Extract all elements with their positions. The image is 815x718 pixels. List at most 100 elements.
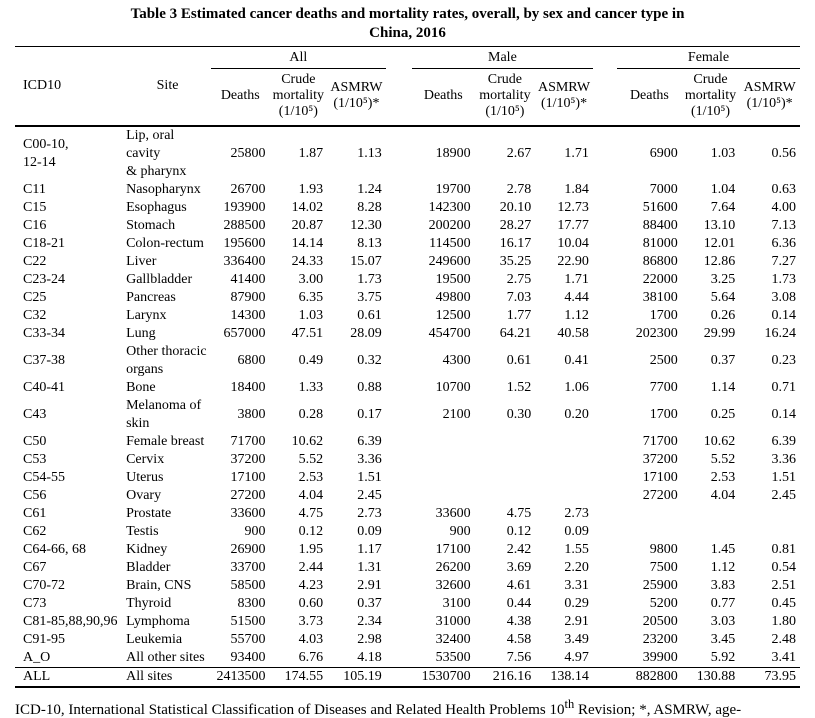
group-spacer [593,631,617,649]
cell-female-crude-mortality [682,523,740,541]
cell-female-crude-mortality: 5.64 [710,290,736,305]
table-row: C18-21 Colon-rectum 195600 14.14 8.13 114500 1… [15,235,800,253]
cell-male-asmrw: 1.55 [564,542,589,557]
cell-male-asmrw: 1.84 [564,182,589,197]
cell-female-deaths: 27200 [642,488,678,503]
cell-site: Liver [126,254,157,269]
table-row: C56 Ovary 27200 4.04 2.45 27200 4.04 2.45 [15,487,800,505]
cell-male-asmrw: 12.73 [557,200,589,215]
cell-male-deaths: 900 [449,524,471,539]
cell-male-crude-mortality: 16.17 [499,236,532,251]
table-title-line2: China, 2016 [369,25,446,41]
cell-all-crude-mortality: 2.44 [298,560,324,575]
cell-male-asmrw: 3.31 [564,578,589,593]
cell-male-deaths: 12500 [435,308,471,323]
cell-female-asmrw: 0.63 [771,182,797,197]
cell-icd10: C43 [23,407,47,422]
cell-male-deaths: 17100 [435,542,471,557]
group-spacer [593,126,617,181]
cell-male-asmrw: 1.06 [564,380,589,395]
cell-male-asmrw: 2.91 [564,614,589,629]
cell-female-deaths: 71700 [642,434,678,449]
cell-site: Lung [126,326,156,341]
cell-female-crude-mortality: 7.64 [710,200,736,215]
cell-female-crude-mortality: 1.45 [710,542,736,557]
cell-all-deaths: 18400 [230,380,266,395]
group-spacer [386,487,412,505]
group-spacer [593,289,617,307]
cell-male-asmrw [535,433,593,451]
cell-all-crude-mortality: 1.33 [298,380,324,395]
cell-male-deaths: 18900 [435,146,471,161]
cell-all-deaths: 71700 [230,434,266,449]
group-spacer [386,235,412,253]
cell-female-crude-mortality: 130.88 [681,667,740,687]
cell-female-crude-mortality: 1.12 [710,560,736,575]
group-spacer [593,379,617,397]
group-spacer [593,397,617,433]
cell-all-asmrw: 0.17 [357,407,382,422]
cell-female-deaths: 22000 [642,272,678,287]
group-spacer [593,451,617,469]
cell-male-asmrw: 2.20 [564,560,589,575]
group-header-row: ICD10 Site All Male Female [15,46,800,127]
cell-male-deaths: 53500 [435,650,471,665]
cell-all-asmrw: 0.88 [357,380,382,395]
cell-icd10: C53 [23,452,47,467]
cell-male-crude-mortality: 28.27 [499,218,532,233]
cell-male-asmrw [535,487,593,505]
group-spacer [385,68,412,127]
table-row: C00-10, 12-14 Lip, oral cavity & pharynx 2… [15,126,800,181]
cell-male-asmrw: 0.41 [564,353,589,368]
cell-site: Stomach [126,218,176,233]
cell-female-asmrw: 1.51 [771,470,797,485]
cell-all-asmrw: 0.32 [357,353,382,368]
cell-all-crude-mortality: 20.87 [291,218,324,233]
cell-site: Colon-rectum [126,236,204,251]
cell-female-asmrw: 1.80 [771,614,797,629]
table-row: C73 Thyroid 8300 0.60 0.37 3100 0.44 0.29 5200 0.… [15,595,800,613]
cell-female-crude-mortality: 2.53 [710,470,736,485]
col-header-male-asmrw: ASMRW (1/10⁵)* [535,68,593,127]
cell-site: All sites [124,667,211,687]
table-title: Table 3 Estimated cancer deaths and mort… [0,0,815,43]
cell-female-deaths: 7500 [649,560,678,575]
cell-icd10: C56 [23,488,47,503]
cell-site: Kidney [126,542,168,557]
table-row: C15 Esophagus 193900 14.02 8.28 142300 20.10 12… [15,199,800,217]
cell-male-deaths: 10700 [435,380,471,395]
cell-female-deaths: 51600 [642,200,678,215]
group-spacer [593,577,617,595]
cell-female-deaths: 38100 [642,290,678,305]
group-spacer [386,325,412,343]
cell-female-deaths: 7000 [649,182,678,197]
cell-all-asmrw: 1.13 [357,146,382,161]
cell-icd10: C54-55 [23,470,65,485]
cell-female-crude-mortality: 13.10 [703,218,736,233]
cell-male-asmrw: 0.20 [564,407,589,422]
cell-male-deaths: 32600 [435,578,471,593]
cell-all-asmrw: 0.61 [357,308,382,323]
cell-female-asmrw: 0.81 [771,542,797,557]
cell-all-asmrw: 12.30 [350,218,382,233]
col-header-female-asmrw: ASMRW (1/10⁵)* [739,68,800,127]
cell-icd10: C62 [23,524,47,539]
group-spacer [385,667,412,687]
cell-male-crude-mortality [475,469,536,487]
cell-site: Bladder [126,560,171,575]
group-spacer [386,649,412,668]
group-spacer [386,181,412,199]
cell-male-deaths: 49800 [435,290,471,305]
cell-icd10: A_O [23,650,51,665]
cell-all-deaths: 2413500 [210,667,270,687]
cell-site: Lip, oral cavity & pharynx [126,128,187,179]
group-spacer [386,253,412,271]
col-header-site: Site [124,46,211,127]
group-spacer [386,307,412,325]
cell-all-asmrw: 8.13 [357,236,382,251]
cell-all-crude-mortality: 0.60 [298,596,324,611]
cell-site: Pancreas [126,290,176,305]
cell-all-deaths: 87900 [230,290,266,305]
cell-male-deaths: 33600 [435,506,471,521]
cell-all-deaths: 336400 [223,254,266,269]
